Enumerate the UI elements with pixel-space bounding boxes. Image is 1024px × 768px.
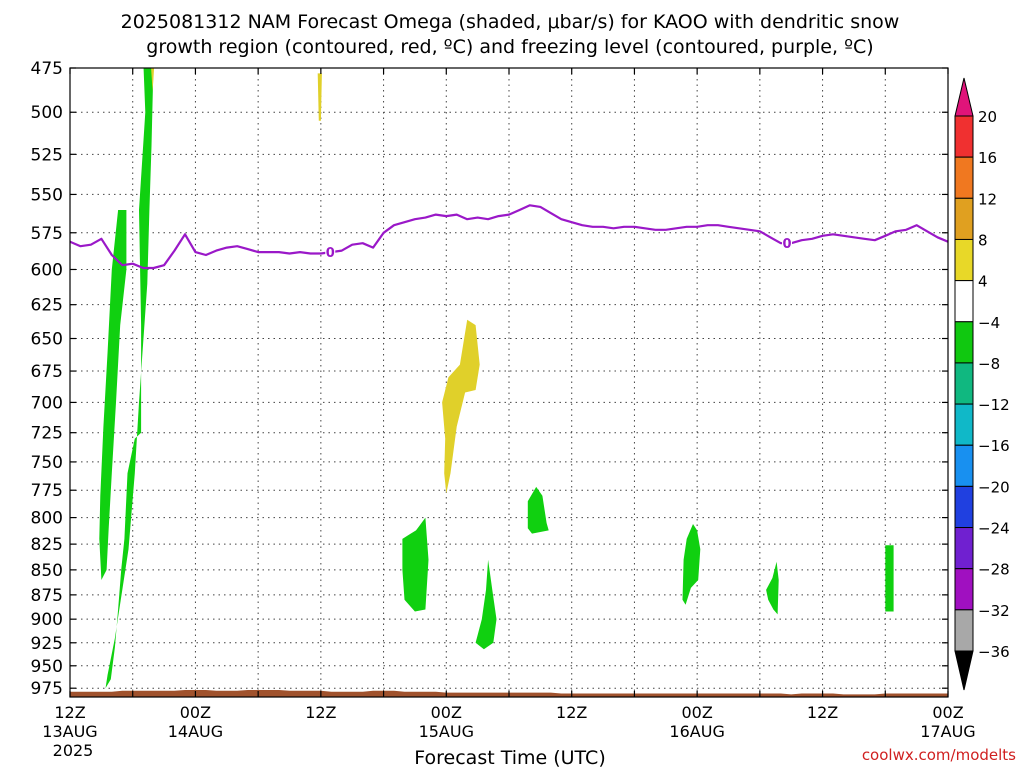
freezing-level-contour: 00: [70, 204, 948, 270]
x-tick-date-label: 17AUG: [920, 722, 975, 741]
y-tick-label: 925: [31, 634, 63, 654]
y-tick-label: 650: [31, 330, 63, 350]
x-tick-date-label: 16AUG: [669, 722, 724, 741]
colorbar-label: −36: [978, 643, 1010, 661]
x-axis-label: Forecast Time (UTC): [414, 747, 605, 768]
freezing-label-bg: [782, 235, 793, 250]
x-tick-label: 12Z: [556, 703, 587, 722]
omega-shaded-regions: [99, 68, 894, 689]
colorbar-legend: 20 16 12 8 4 −4 −8 −12 −16 −20 −24 −28 −32 −36: [954, 77, 1010, 691]
omega-region: [766, 561, 779, 615]
y-tick-label: 875: [31, 586, 63, 606]
colorbar-box: [954, 444, 974, 487]
x-tick-year-label: 2025: [53, 741, 94, 760]
credit-text: coolwx.com/modelts: [862, 746, 1016, 764]
colorbar-box: [954, 280, 974, 323]
chart-title-line-1: 2025081312 NAM Forecast Omega (shaded, μ…: [121, 11, 900, 33]
y-tick-label: 575: [31, 224, 63, 244]
y-tick-label: 850: [31, 561, 63, 581]
y-tick-label: 825: [31, 535, 63, 555]
y-tick-label: 900: [31, 610, 63, 630]
colorbar-label: −4: [978, 314, 1000, 332]
omega-region: [475, 559, 497, 650]
y-tick-label: 625: [31, 296, 63, 316]
x-tick-label: 12Z: [807, 703, 838, 722]
y-tick-label: 600: [31, 260, 63, 280]
x-tick-label: 00Z: [932, 703, 963, 722]
colorbar-box: [954, 197, 974, 240]
colorbar-label: 20: [978, 108, 997, 126]
colorbar-box: [954, 609, 974, 652]
freezing-level-line: [70, 204, 948, 270]
colorbar-label: 12: [978, 190, 997, 208]
colorbar-box: [954, 115, 974, 158]
y-tick-label: 700: [31, 393, 63, 413]
omega-region: [442, 319, 480, 494]
freezing-level-label: 0: [326, 246, 335, 261]
x-tick-date-label: 14AUG: [168, 722, 223, 741]
omega-region: [105, 68, 154, 689]
y-axis: 475 500 525 550 575 600 625 650 675 700 725 750 775 8…: [31, 59, 948, 699]
omega-region: [99, 210, 127, 580]
colorbar-label: −32: [978, 602, 1010, 620]
colorbar-box: [954, 156, 974, 199]
y-tick-label: 800: [31, 509, 63, 529]
colorbar-box: [954, 238, 974, 282]
y-tick-label: 550: [31, 185, 63, 205]
colorbar-max-triangle: [954, 77, 974, 117]
freezing-label-bg: [325, 244, 336, 259]
colorbar-box: [954, 362, 974, 405]
omega-region: [317, 73, 322, 121]
omega-region: [402, 517, 429, 612]
colorbar-box: [954, 568, 974, 611]
chart-title-line-2: growth region (contoured, red, ºC) and f…: [146, 36, 873, 58]
colorbar-label: 16: [978, 149, 997, 167]
y-tick-label: 950: [31, 657, 63, 677]
y-tick-label: 750: [31, 453, 63, 473]
omega-region: [151, 68, 155, 92]
x-tick-date-label: 13AUG: [42, 722, 97, 741]
x-tick-label: 00Z: [431, 703, 462, 722]
x-tick-label: 00Z: [180, 703, 211, 722]
omega-region: [527, 486, 549, 534]
y-tick-label: 675: [31, 362, 63, 382]
x-tick-label: 12Z: [54, 703, 85, 722]
colorbar-box: [954, 485, 974, 529]
freezing-level-label: 0: [783, 237, 792, 252]
colorbar-label: −8: [978, 355, 1000, 373]
colorbar-box: [954, 527, 974, 570]
colorbar-box: [954, 321, 974, 364]
colorbar-label: −16: [978, 437, 1010, 455]
colorbar-min-triangle: [954, 650, 974, 691]
colorbar-label: −12: [978, 396, 1010, 414]
y-tick-label: 475: [31, 59, 63, 79]
x-tick-label: 00Z: [681, 703, 712, 722]
y-tick-label: 775: [31, 481, 63, 501]
omega-region: [885, 545, 894, 612]
grid-lines: [70, 67, 948, 697]
colorbar-label: −20: [978, 478, 1010, 496]
y-tick-label: 725: [31, 424, 63, 444]
x-tick-label: 12Z: [305, 703, 336, 722]
y-tick-label: 975: [31, 679, 63, 699]
colorbar-label: −28: [978, 561, 1010, 579]
colorbar-box: [954, 403, 974, 446]
y-tick-label: 525: [31, 145, 63, 165]
colorbar-label: 8: [978, 231, 988, 249]
y-tick-label: 500: [31, 103, 63, 123]
omega-region: [682, 524, 701, 605]
colorbar-label: 4: [978, 273, 988, 291]
x-tick-date-label: 15AUG: [419, 722, 474, 741]
colorbar-label: −24: [978, 520, 1010, 538]
